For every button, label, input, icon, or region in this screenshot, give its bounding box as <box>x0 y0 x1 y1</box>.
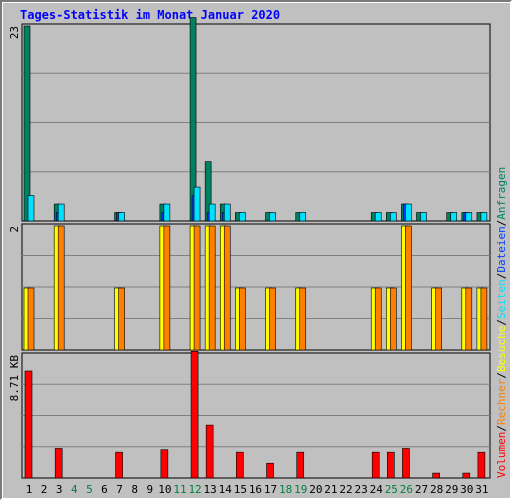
x-tick-label: 5 <box>86 483 93 496</box>
x-tick-label: 10 <box>158 483 171 496</box>
bar-anfragen-1 <box>23 25 31 222</box>
panel-bottom <box>21 351 491 479</box>
x-tick-label: 1 <box>26 483 33 496</box>
bar-rechner-26 <box>405 225 412 351</box>
bar-rechner-15 <box>239 287 246 351</box>
bar-rechner-7 <box>118 287 125 351</box>
x-tick-label: 2 <box>41 483 48 496</box>
x-tick-label: 13 <box>204 483 217 496</box>
panel-bottom-ymax-label: 8.71 KB <box>8 355 21 402</box>
bar-rechner-14 <box>223 225 231 351</box>
panel-middle-ymax-label: 2 <box>8 226 21 233</box>
bar-volumen-12 <box>190 351 199 479</box>
bar-seiten-14 <box>223 203 231 222</box>
bar-volumen-15 <box>236 451 244 479</box>
bar-volumen-3 <box>54 448 63 479</box>
bar-seiten-3 <box>57 203 65 222</box>
bar-volumen-13 <box>205 424 214 479</box>
panel-top-ymax-label: 23 <box>8 26 21 39</box>
bar-rechner-13 <box>208 225 216 351</box>
chart-title: Tages-Statistik im Monat Januar 2020 <box>20 8 281 22</box>
panel-top <box>21 17 491 222</box>
x-tick-label: 18 <box>279 483 292 496</box>
legend-dateien: Dateien <box>495 226 508 272</box>
bar-rechner-12 <box>193 225 201 351</box>
x-tick-label: 7 <box>116 483 123 496</box>
x-tick-label: 11 <box>173 483 186 496</box>
bar-seiten-10 <box>163 203 171 222</box>
x-tick-label: 4 <box>71 483 78 496</box>
bar-seiten-24 <box>374 212 382 222</box>
bar-seiten-27 <box>420 212 427 222</box>
bar-rechner-31 <box>480 287 488 351</box>
panel-middle <box>21 223 491 351</box>
bar-seiten-17 <box>269 212 276 222</box>
x-tick-label: 6 <box>101 483 108 496</box>
bar-volumen-30 <box>462 472 471 479</box>
bar-seiten-7 <box>118 212 125 222</box>
bar-volumen-7 <box>115 451 123 479</box>
x-tick-label: 24 <box>370 483 384 496</box>
bar-rechner-28 <box>435 287 442 351</box>
legend-besuche: Besuche <box>495 326 508 372</box>
bar-rechner-10 <box>163 225 171 351</box>
x-tick-label: 8 <box>131 483 138 496</box>
x-tick-label: 3 <box>56 483 63 496</box>
bar-volumen-10 <box>160 449 169 479</box>
bar-volumen-26 <box>402 448 410 479</box>
bar-volumen-31 <box>477 451 486 479</box>
bar-rechner-30 <box>465 287 473 351</box>
legend-anfragen: Anfragen <box>495 167 508 220</box>
x-tick-label: 17 <box>264 483 277 496</box>
bar-seiten-30 <box>465 212 473 222</box>
bar-volumen-1 <box>24 370 33 479</box>
x-tick-label: 26 <box>400 483 413 496</box>
bar-volumen-28 <box>432 472 440 479</box>
x-tick-label: 20 <box>309 483 322 496</box>
x-tick-label: 15 <box>234 483 247 496</box>
bar-rechner-19 <box>299 287 307 351</box>
bar-seiten-12 <box>193 186 201 222</box>
x-tick-label: 23 <box>355 483 368 496</box>
bar-seiten-31 <box>480 212 488 222</box>
bar-volumen-24 <box>371 451 380 479</box>
bar-rechner-3 <box>57 225 65 351</box>
bar-rechner-17 <box>269 287 276 351</box>
bar-seiten-19 <box>299 212 307 222</box>
x-tick-label: 31 <box>475 483 488 496</box>
x-tick-label: 14 <box>219 483 233 496</box>
x-tick-label: 29 <box>445 483 458 496</box>
legend-seiten: Seiten <box>495 279 508 319</box>
bar-volumen-25 <box>387 451 395 479</box>
bar-rechner-24 <box>374 287 382 351</box>
x-tick-label: 30 <box>460 483 473 496</box>
x-tick-label: 12 <box>188 483 201 496</box>
bar-rechner-1 <box>27 287 35 351</box>
bar-seiten-26 <box>405 203 412 222</box>
legend-volumen: Volumen <box>495 432 508 478</box>
x-tick-label: 27 <box>415 483 428 496</box>
bar-seiten-29 <box>450 212 458 222</box>
bar-seiten-25 <box>390 212 397 222</box>
bar-volumen-17 <box>266 462 274 479</box>
bar-rechner-25 <box>390 287 397 351</box>
x-tick-label: 25 <box>385 483 398 496</box>
x-tick-label: 9 <box>146 483 153 496</box>
bar-seiten-15 <box>239 212 246 222</box>
x-tick-label: 16 <box>249 483 262 496</box>
x-tick-label: 22 <box>339 483 352 496</box>
bar-seiten-1 <box>27 195 35 222</box>
bar-seiten-13 <box>208 203 216 222</box>
side-legend: Volumen/Rechner/Besuche/Seiten/Dateien/A… <box>495 167 508 478</box>
bar-volumen-19 <box>296 451 305 479</box>
x-tick-label: 21 <box>324 483 337 496</box>
legend-rechner: Rechner <box>495 378 508 425</box>
x-tick-label: 19 <box>294 483 307 496</box>
x-tick-label: 28 <box>430 483 443 496</box>
